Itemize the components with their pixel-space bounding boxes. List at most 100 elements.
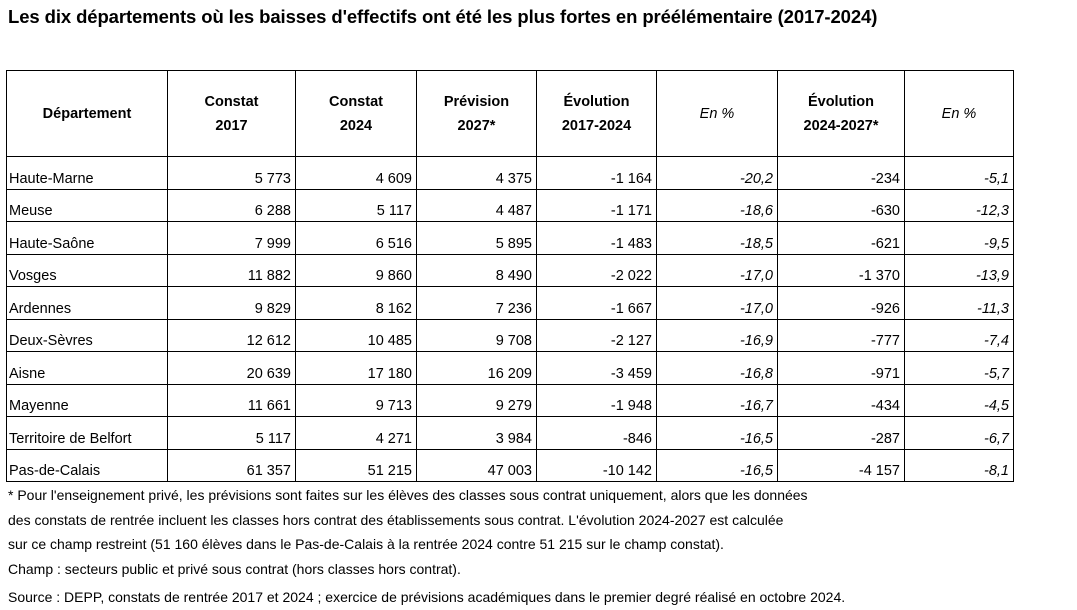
column-header-text: En % [941, 105, 977, 122]
source-line: Source : DEPP, constats de rentrée 2017 … [8, 589, 846, 605]
value-cell: -18,6 [656, 188, 778, 222]
column-header: Évolution 2017-2024 [536, 70, 657, 157]
department-cell: Vosges [6, 253, 168, 287]
value-cell: 11 661 [167, 383, 296, 417]
column-header-text: Département [42, 105, 132, 122]
note-line: Champ : secteurs public et privé sous co… [8, 560, 461, 577]
value-cell: -5,7 [904, 351, 1014, 385]
value-cell: 9 708 [416, 318, 537, 352]
value-cell: -4,5 [904, 383, 1014, 417]
value-cell: 9 860 [295, 253, 417, 287]
value-cell: 7 999 [167, 221, 296, 255]
value-cell: -287 [777, 416, 905, 450]
column-header: Prévision 2027* [416, 70, 537, 157]
value-cell: 4 375 [416, 156, 537, 190]
value-cell: 51 215 [295, 448, 417, 482]
table-row: Mayenne 11 661 9 713 9 279 -1 948 -16,7 -434 -4… [6, 383, 1014, 417]
column-header-text: Constat [329, 93, 383, 110]
value-cell: -1 164 [536, 156, 657, 190]
value-cell: -9,5 [904, 221, 1014, 255]
value-cell: -621 [777, 221, 905, 255]
value-cell: -971 [777, 351, 905, 385]
value-cell: -12,3 [904, 188, 1014, 222]
value-cell: 12 612 [167, 318, 296, 352]
column-header: Constat 2017 [167, 70, 296, 157]
department-cell: Meuse [6, 188, 168, 222]
data-table: Département Constat 2017 Constat 2024 Prévisi… [6, 70, 1014, 482]
column-header-text: Prévision [443, 93, 510, 110]
value-cell: 5 773 [167, 156, 296, 190]
value-cell: -16,7 [656, 383, 778, 417]
value-cell: -2 127 [536, 318, 657, 352]
column-header: Évolution 2024-2027* [777, 70, 905, 157]
department-cell: Ardennes [6, 286, 168, 320]
column-header: En % [904, 70, 1014, 157]
value-cell: 8 162 [295, 286, 417, 320]
table-row: Haute-Marne 5 773 4 609 4 375 -1 164 -20,2 -23… [6, 156, 1014, 190]
column-header-text: 2024 [339, 117, 373, 134]
value-cell: -16,5 [656, 448, 778, 482]
department-cell: Territoire de Belfort [6, 416, 168, 450]
department-cell: Mayenne [6, 383, 168, 417]
table-header-row: Département Constat 2017 Constat 2024 Prévisi… [6, 70, 1014, 157]
value-cell: 47 003 [416, 448, 537, 482]
table-row: Haute-Saône 7 999 6 516 5 895 -1 483 -18,5 -62… [6, 221, 1014, 255]
column-header: Département [6, 70, 168, 157]
page-title: Les dix départements où les baisses d'ef… [8, 6, 878, 27]
value-cell: -4 157 [777, 448, 905, 482]
column-header-text: Évolution [807, 93, 875, 110]
value-cell: 5 117 [295, 188, 417, 222]
value-cell: -1 667 [536, 286, 657, 320]
column-header-text: 2027* [457, 117, 496, 134]
value-cell: -7,4 [904, 318, 1014, 352]
column-header-text: En % [699, 105, 735, 122]
value-cell: -3 459 [536, 351, 657, 385]
value-cell: 4 609 [295, 156, 417, 190]
value-cell: 11 882 [167, 253, 296, 287]
value-cell: -20,2 [656, 156, 778, 190]
value-cell: -777 [777, 318, 905, 352]
note-line: sur ce champ restreint (51 160 élèves da… [8, 536, 724, 552]
value-cell: -13,9 [904, 253, 1014, 287]
value-cell: -16,5 [656, 416, 778, 450]
value-cell: 4 271 [295, 416, 417, 450]
value-cell: -434 [777, 383, 905, 417]
table-row: Territoire de Belfort 5 117 4 271 3 984 -846… [6, 416, 1014, 450]
notes-block: * Pour l'enseignement privé, les prévisi… [8, 483, 1077, 610]
value-cell: -6,7 [904, 416, 1014, 450]
value-cell: 8 490 [416, 253, 537, 287]
column-header: Constat 2024 [295, 70, 417, 157]
value-cell: 5 895 [416, 221, 537, 255]
column-header-text: 2024-2027* [803, 117, 879, 134]
table-row: Vosges 11 882 9 860 8 490 -2 022 -17,0 -1 370-… [6, 253, 1014, 287]
value-cell: -17,0 [656, 286, 778, 320]
value-cell: -234 [777, 156, 905, 190]
table-row: Aisne 20 639 17 180 16 209 -3 459 -16,8 -971 -5… [6, 351, 1014, 385]
value-cell: 3 984 [416, 416, 537, 450]
value-cell: -10 142 [536, 448, 657, 482]
value-cell: -5,1 [904, 156, 1014, 190]
column-header-text: Évolution [563, 93, 630, 110]
value-cell: -17,0 [656, 253, 778, 287]
value-cell: 9 279 [416, 383, 537, 417]
department-cell: Pas-de-Calais [6, 448, 168, 482]
column-header-text: 2017 [215, 117, 248, 134]
value-cell: 6 516 [295, 221, 417, 255]
department-cell: Haute-Marne [6, 156, 168, 190]
table-row: Meuse 6 288 5 117 4 487 -1 171 -18,6 -630 -12,3 [6, 188, 1014, 222]
table-row: Deux-Sèvres 12 612 10 485 9 708 -2 127 -16,9-… [6, 318, 1014, 352]
value-cell: -926 [777, 286, 905, 320]
department-cell: Deux-Sèvres [6, 318, 168, 352]
value-cell: -18,5 [656, 221, 778, 255]
value-cell: 5 117 [167, 416, 296, 450]
value-cell: -1 171 [536, 188, 657, 222]
value-cell: -1 370 [777, 253, 905, 287]
value-cell: 20 639 [167, 351, 296, 385]
note-line: * Pour l'enseignement privé, les prévisi… [8, 487, 808, 503]
value-cell: 9 829 [167, 286, 296, 320]
value-cell: -11,3 [904, 286, 1014, 320]
table-row: Ardennes 9 829 8 162 7 236 -1 667 -17,0 -926 -1… [6, 286, 1014, 320]
table-row: Pas-de-Calais 61 357 51 215 47 003 -10 142 -1… [6, 448, 1014, 482]
column-header-text: 2017-2024 [561, 117, 632, 134]
value-cell: 10 485 [295, 318, 417, 352]
